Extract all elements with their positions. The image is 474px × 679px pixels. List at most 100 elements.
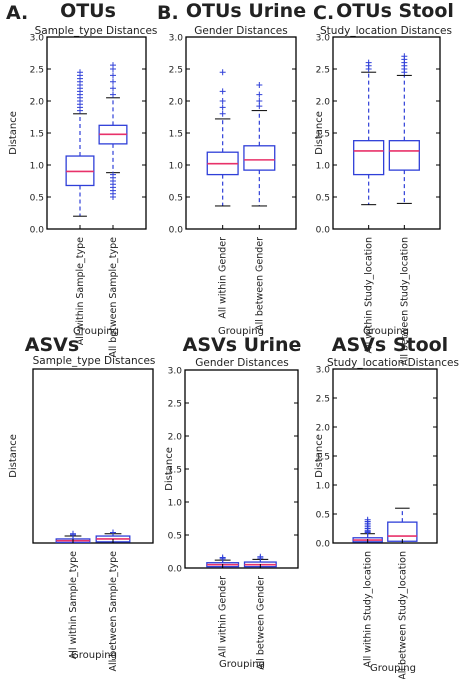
box-1: All within Gender [206,554,240,658]
x-axis-label: Grouping [363,326,409,337]
outlier-marker [77,69,83,76]
outlier-marker [110,529,116,536]
box-2: All between Study_location [387,507,418,679]
y-tick-label: 0.0 [30,226,45,236]
y-tick-label: 3.0 [316,366,331,376]
x-category-label: All between Sample_type [108,551,119,672]
box-1: All within Sample_type [65,69,95,345]
x-category-label: All within Sample_type [68,551,79,659]
box-2: All between Gender [243,553,277,670]
x-axis-label: Grouping [218,326,264,337]
box-2: All between Sample_type [95,529,131,672]
y-tick-label: 1.0 [316,482,331,492]
outlier-marker [256,98,263,104]
outlier-marker [365,59,372,66]
x-category-label: All within Sample_type [75,237,86,345]
x-category-label: All between Gender [254,237,265,331]
panel-heading: OTUs Stool [336,0,454,22]
y-tick-label: 2.0 [168,433,183,443]
y-tick-label: 1.5 [30,130,44,140]
y-axis-label: Distance [8,111,19,155]
chart-title: Sample_type Distances [33,355,156,367]
iqr-box [388,140,420,171]
panel-label-b: B. [157,2,179,24]
y-tick-label: 0.0 [168,565,183,575]
outlier-marker [219,554,226,561]
x-category-label: All between Study_location [397,551,408,679]
panel-label-a: A. [6,2,28,24]
y-tick-label: 3.0 [30,34,45,44]
y-tick-label: 1.0 [30,162,45,172]
chart-title: Study_location Distances [327,357,459,369]
outlier-marker [219,69,226,76]
y-tick-label: 2.5 [316,66,330,76]
x-category-label: All between Study_location [399,237,410,366]
chart-title: Gender Distances [194,25,287,37]
chart-title: Gender Distances [195,357,288,369]
outlier-marker [70,530,76,537]
y-tick-label: 2.0 [30,98,45,108]
x-category-label: All within Study_location [364,237,375,354]
y-tick-label: 0.5 [316,511,330,521]
iqr-box [353,140,385,176]
box-2: All between Sample_type [98,62,128,358]
y-tick-label: 1.5 [168,466,182,476]
outlier-marker [219,104,226,111]
chart-title: Study_location Distances [320,25,452,37]
boxplot-panel-3: OTUs Stool Study_location Distances 0.0 0.5… [314,0,454,366]
outlier-marker [256,103,263,110]
x-axis-label: Grouping [73,326,119,337]
box-1: All within Study_location [352,516,383,668]
outlier-marker [219,98,226,104]
plot-frame [332,368,438,544]
box-1: All within Gender [206,69,239,319]
y-tick-label: 2.5 [30,66,44,76]
y-tick-label: 0.5 [168,532,182,542]
box-1: All within Study_location [353,59,385,354]
y-tick-label: 2.5 [168,400,182,410]
x-category-label: All between Gender [255,576,266,670]
y-tick-label: 1.0 [169,162,184,172]
panel-label-c: C. [313,2,334,24]
chart-title: Sample_type Distances [35,25,158,37]
y-tick-label: 0.5 [316,194,330,204]
iqr-box [387,521,418,542]
boxplot-panel-1: OTUs Sample_type Distances 0.0 0.5 1.0 1.5 2.0… [8,0,157,358]
panel-heading: ASVs Stool [332,334,448,356]
outlier-marker [401,53,408,60]
panel-heading: OTUs [60,0,116,22]
outlier-marker [256,91,263,98]
plot-frame [46,36,147,230]
panel-heading: ASVs Urine [183,334,302,356]
y-tick-label: 2.0 [316,424,331,434]
panel-heading: ASVs [25,334,79,356]
y-tick-label: 0.5 [169,194,183,204]
y-tick-label: 2.0 [169,98,184,108]
y-tick-label: 3.0 [169,34,184,44]
x-category-label: All within Gender [218,576,229,658]
y-tick-label: 1.0 [168,499,183,509]
x-category-label: All within Study_location [363,551,374,668]
outlier-marker [110,171,116,178]
x-axis-label: Grouping [370,663,416,674]
x-category-label: All within Gender [218,237,229,319]
y-axis-label: Distance [8,434,19,478]
y-axis-label: Distance [164,447,175,491]
y-tick-label: 0.0 [316,540,331,550]
box-2: All between Gender [243,82,276,331]
plot-frame [332,36,441,230]
y-tick-label: 1.5 [169,130,183,140]
y-axis-label: Distance [314,434,325,478]
y-tick-label: 3.0 [316,34,331,44]
plot-frame [185,36,297,230]
y-tick-label: 0.0 [169,226,184,236]
outlier-marker [219,110,226,117]
y-tick-label: 1.0 [316,162,331,172]
iqr-box [243,145,276,171]
outlier-marker [110,72,116,79]
y-tick-label: 2.5 [169,66,183,76]
